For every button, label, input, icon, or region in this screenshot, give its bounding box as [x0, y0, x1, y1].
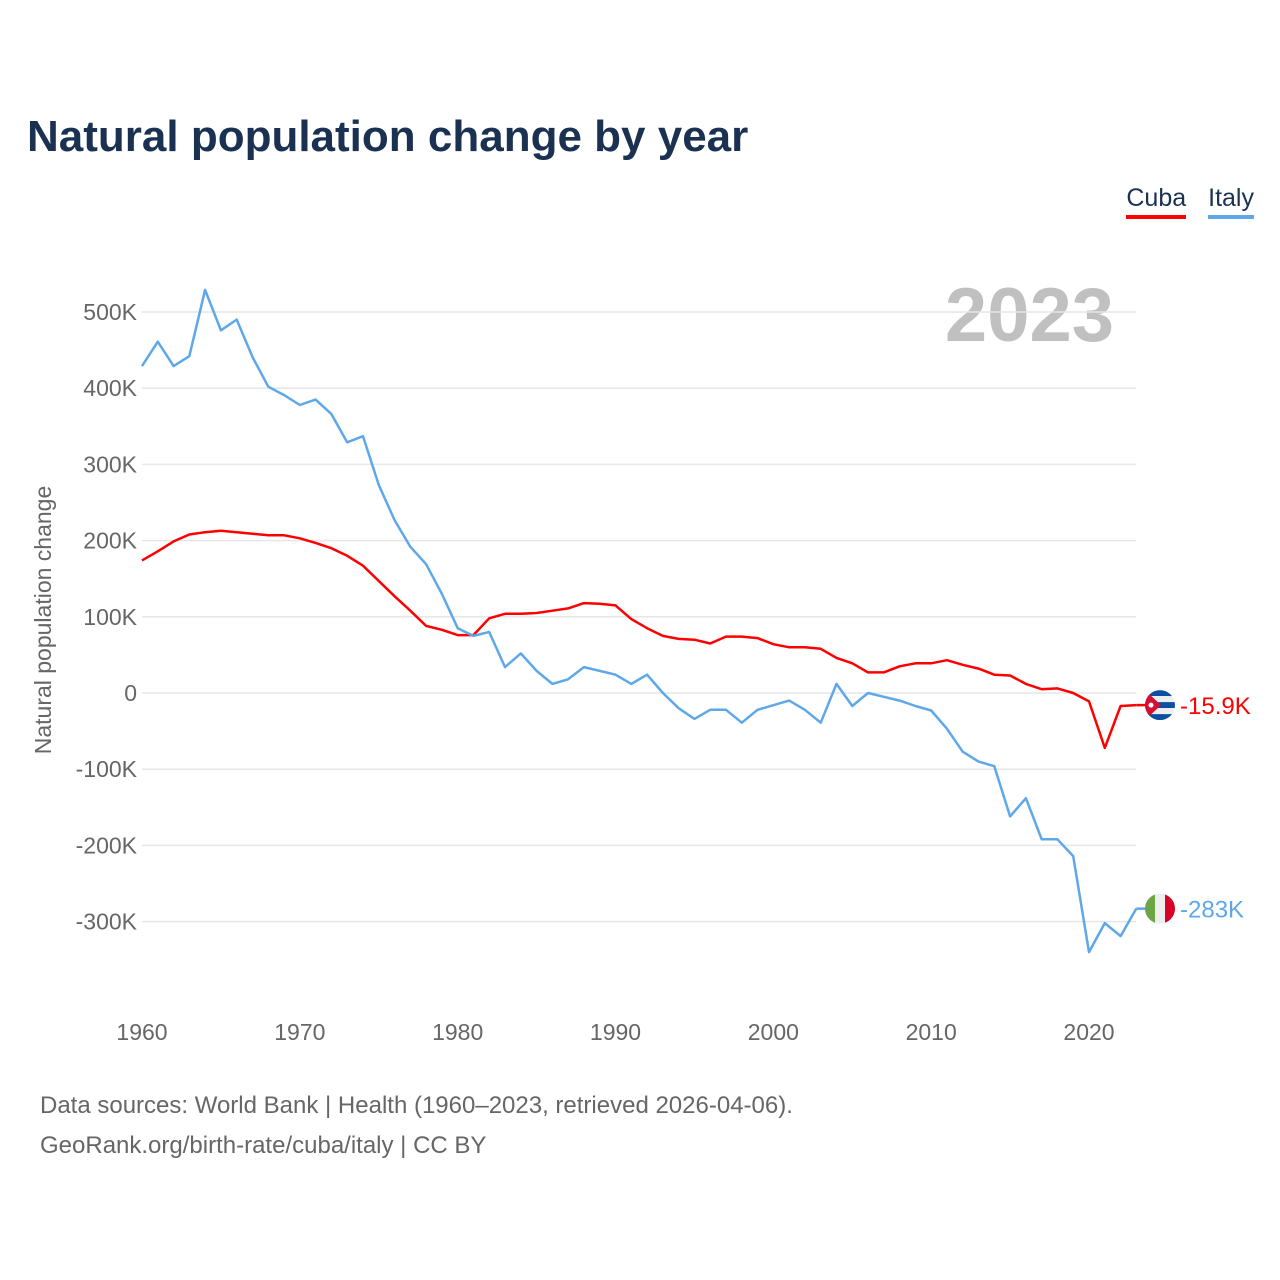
y-tick-label: 100K: [83, 604, 137, 630]
y-tick-label: 500K: [83, 299, 137, 325]
year-watermark: 2023: [944, 273, 1114, 358]
legend-cuba[interactable]: Cuba: [1126, 184, 1187, 219]
x-tick-label: 1980: [432, 1019, 483, 1045]
end-value-label: -15.9K: [1180, 693, 1251, 720]
italy-flag-icon: [1145, 893, 1175, 924]
x-tick-label: 1960: [116, 1019, 167, 1045]
y-tick-label: 400K: [83, 375, 137, 401]
footer: Data sources: World Bank | Health (1960–…: [40, 1086, 793, 1166]
x-tick-label: 1990: [590, 1019, 641, 1045]
data-sources: Data sources: World Bank | Health (1960–…: [40, 1092, 793, 1119]
series-line-cuba: [141, 529, 1137, 750]
y-axis-label: Natural population change: [30, 486, 56, 755]
x-tick-label: 2010: [906, 1019, 957, 1045]
source-link[interactable]: GeoRank.org/birth-rate/cuba/italy | CC B…: [40, 1132, 487, 1159]
y-tick-label: 300K: [83, 451, 137, 477]
legend: Cuba Italy: [1126, 184, 1254, 219]
end-value-label: -283K: [1180, 897, 1244, 924]
x-tick-label: 2020: [1063, 1019, 1114, 1045]
series-line-italy: [140, 288, 1138, 954]
y-tick-label: 200K: [83, 528, 137, 554]
legend-italy[interactable]: Italy: [1208, 184, 1254, 219]
y-tick-label: 0: [124, 680, 137, 706]
chart-title: Natural population change by year: [27, 112, 749, 161]
y-tick-label: -100K: [76, 756, 138, 782]
x-tick-label: 2000: [748, 1019, 799, 1045]
x-tick-label: 1970: [274, 1019, 325, 1045]
y-tick-label: -300K: [76, 909, 138, 935]
y-tick-label: -200K: [76, 832, 138, 858]
cuba-flag-icon: [1145, 690, 1175, 721]
